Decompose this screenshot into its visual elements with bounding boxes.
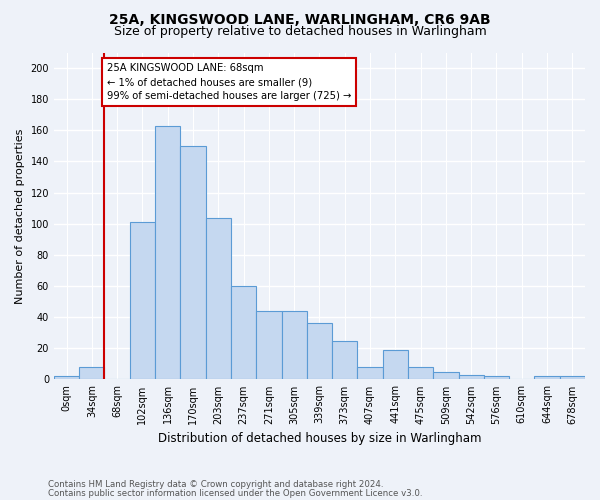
Bar — [560, 376, 585, 380]
Text: 25A KINGSWOOD LANE: 68sqm
← 1% of detached houses are smaller (9)
99% of semi-de: 25A KINGSWOOD LANE: 68sqm ← 1% of detach… — [107, 64, 352, 102]
Bar — [54, 376, 79, 380]
Bar — [307, 324, 332, 380]
Bar — [484, 376, 509, 380]
Text: Contains HM Land Registry data © Crown copyright and database right 2024.: Contains HM Land Registry data © Crown c… — [48, 480, 383, 489]
Bar — [256, 311, 281, 380]
Bar — [332, 340, 358, 380]
Bar — [206, 218, 231, 380]
Bar — [130, 222, 155, 380]
Bar — [383, 350, 408, 380]
Bar — [181, 146, 206, 380]
Bar — [281, 311, 307, 380]
Text: Contains public sector information licensed under the Open Government Licence v3: Contains public sector information licen… — [48, 489, 422, 498]
Bar — [358, 367, 383, 380]
X-axis label: Distribution of detached houses by size in Warlingham: Distribution of detached houses by size … — [158, 432, 481, 445]
Bar — [433, 372, 458, 380]
Bar — [231, 286, 256, 380]
Bar — [535, 376, 560, 380]
Y-axis label: Number of detached properties: Number of detached properties — [15, 128, 25, 304]
Bar — [79, 367, 104, 380]
Bar — [458, 375, 484, 380]
Text: 25A, KINGSWOOD LANE, WARLINGHAM, CR6 9AB: 25A, KINGSWOOD LANE, WARLINGHAM, CR6 9AB — [109, 12, 491, 26]
Bar — [408, 367, 433, 380]
Bar — [155, 126, 181, 380]
Text: Size of property relative to detached houses in Warlingham: Size of property relative to detached ho… — [113, 25, 487, 38]
